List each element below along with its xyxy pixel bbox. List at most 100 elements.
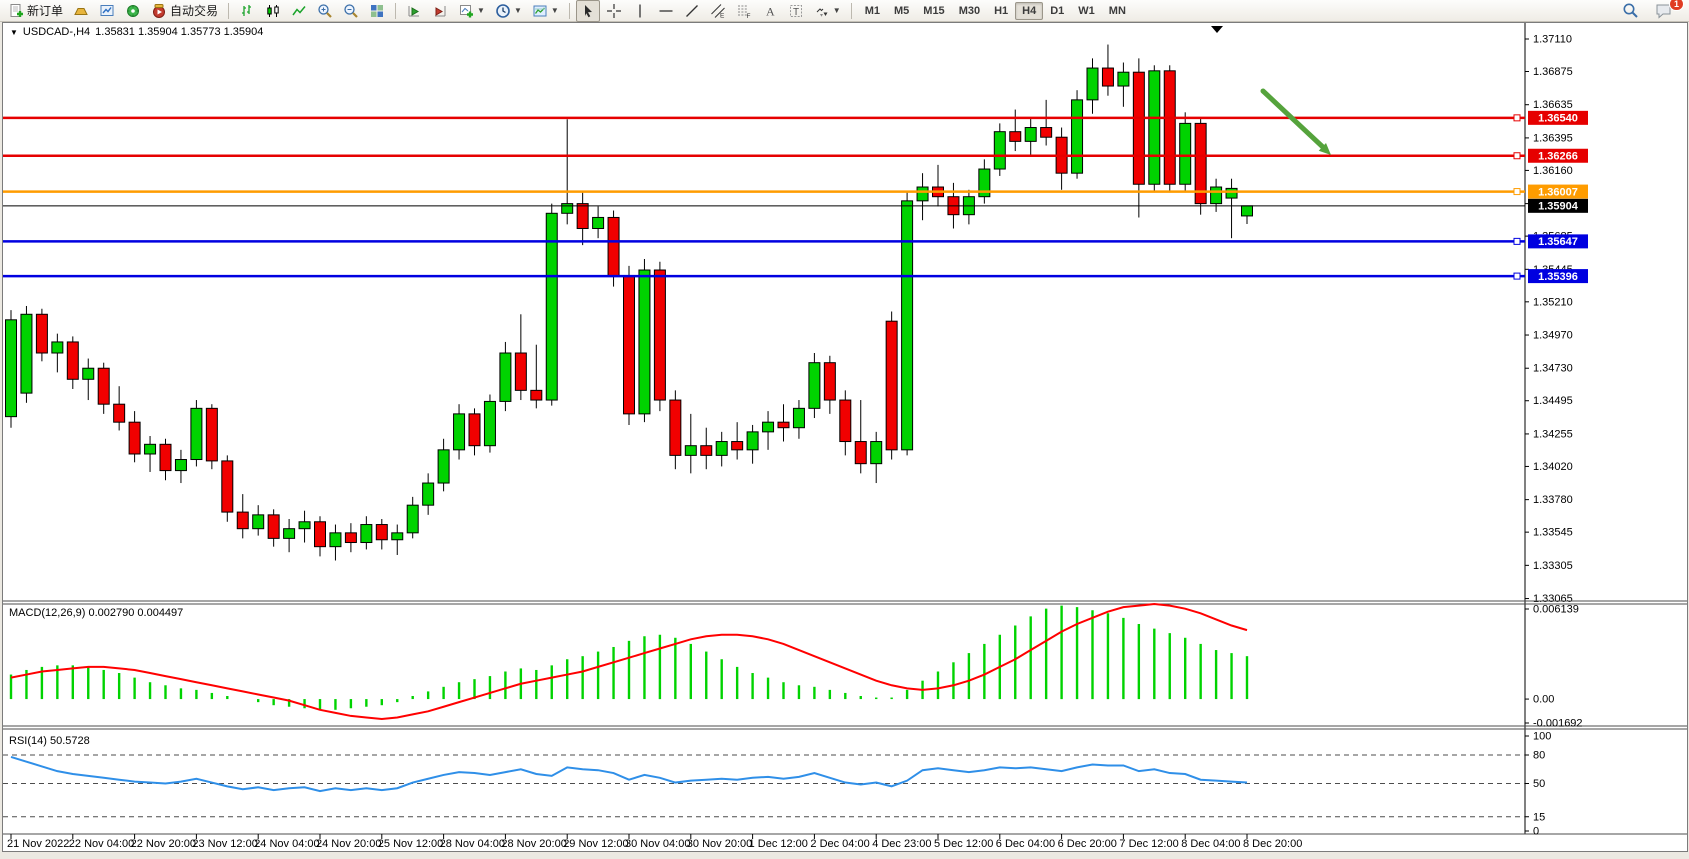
candle-up: [1148, 70, 1161, 185]
line-anchor: [1513, 237, 1521, 245]
rsi-tick-label: 0: [1533, 826, 1539, 838]
candle-up: [870, 441, 883, 465]
vertical-line-tool-button[interactable]: [628, 0, 652, 22]
candlestick-series: [5, 44, 1253, 561]
zoom-in-button[interactable]: [313, 0, 337, 22]
rsi-indicator-label: RSI(14) 50.5728: [9, 735, 90, 747]
bar-chart-button[interactable]: [235, 0, 259, 22]
candle-down: [35, 313, 48, 354]
rsi-tick-label: 50: [1533, 778, 1545, 790]
date-tick-label: 28 Nov 20:00: [501, 838, 566, 850]
timeframe-MN[interactable]: MN: [1108, 4, 1126, 17]
candle-up: [1024, 127, 1037, 142]
svg-text:F: F: [746, 13, 750, 19]
template-dropdown[interactable]: ▼: [528, 0, 563, 22]
chart-window-button[interactable]: [95, 0, 119, 22]
date-tick-label: 30 Nov 20:00: [687, 838, 752, 850]
candle-up: [901, 200, 914, 451]
price-tick-label: 1.34020: [1533, 461, 1573, 473]
chart-title: ▼ USDCAD-,H4 1.35831 1.35904 1.35773 1.3…: [10, 26, 263, 38]
date-tick-label: 7 Dec 12:00: [1119, 838, 1178, 850]
timeframe-M15[interactable]: M15: [923, 4, 945, 17]
cursor-tool-button[interactable]: [575, 0, 600, 22]
notifications-button[interactable]: 1: [1651, 0, 1684, 22]
timeframe-W1[interactable]: W1: [1078, 4, 1095, 17]
collapse-triangle-icon[interactable]: ▼: [10, 27, 18, 37]
price-tick-label: 1.33780: [1533, 494, 1573, 506]
candle-down: [159, 443, 172, 472]
signals-button[interactable]: [121, 0, 145, 22]
candle-down: [236, 511, 249, 530]
trend-arrow-annotation[interactable]: [1260, 88, 1331, 155]
arrows-dropdown[interactable]: ▼: [810, 0, 845, 22]
candle-down: [128, 421, 141, 455]
crosshair-tool-button[interactable]: [602, 0, 626, 22]
date-tick-label: 1 Dec 12:00: [749, 838, 808, 850]
ohlc-readout: 1.35831 1.35904 1.35773 1.35904: [95, 26, 264, 38]
line-price-badge: [1528, 110, 1588, 125]
new-order-button[interactable]: 新订单: [4, 0, 67, 22]
gold-button[interactable]: [69, 0, 93, 22]
chevron-down-icon: ▼: [513, 5, 522, 15]
timeframe-H1[interactable]: H1: [994, 4, 1009, 17]
timeframe-M30[interactable]: M30: [958, 4, 981, 17]
candle-up: [1179, 122, 1192, 185]
candle-down: [113, 403, 126, 423]
date-tick-label: 30 Nov 04:00: [625, 838, 690, 850]
date-tick-label: 23 Nov 12:00: [192, 838, 257, 850]
horizontal-line-tool-button[interactable]: [654, 0, 678, 22]
svg-text:T: T: [793, 7, 799, 18]
candle-up: [391, 532, 404, 541]
line-price-badge: [1528, 148, 1588, 163]
candle-up: [483, 400, 496, 447]
candle-up: [252, 514, 265, 530]
channel-tool-button[interactable]: E: [706, 0, 730, 22]
candle-down: [777, 421, 790, 429]
candle-down: [839, 399, 852, 443]
chart-shift-button[interactable]: [428, 0, 452, 22]
date-tick-label: 6 Dec 04:00: [996, 838, 1055, 850]
autotrading-button[interactable]: 自动交易: [147, 0, 222, 22]
search-button[interactable]: [1618, 0, 1643, 22]
badge-price-text: 1.36007: [1538, 186, 1578, 198]
date-tick-label: 29 Nov 12:00: [563, 838, 628, 850]
chart-shift-marker[interactable]: [1211, 26, 1223, 33]
price-tick-label: 1.35210: [1533, 296, 1573, 308]
date-tick-label: 22 Nov 20:00: [131, 838, 196, 850]
line-price-badge: [1528, 184, 1588, 199]
timeframe-M5[interactable]: M5: [894, 4, 910, 17]
timeframe-D1[interactable]: D1: [1050, 4, 1065, 17]
timeframe-H4[interactable]: H4: [1015, 1, 1044, 20]
horizontal-lines[interactable]: [3, 114, 1525, 280]
candle-down: [623, 275, 635, 415]
price-tick-label: 1.33305: [1533, 560, 1573, 572]
line-chart-button[interactable]: [287, 0, 311, 22]
macd-tick-label: 0.006139: [1533, 604, 1579, 616]
period-dropdown[interactable]: ▼: [491, 0, 526, 22]
text-tool-button[interactable]: A: [758, 0, 782, 22]
zoom-out-button[interactable]: [339, 0, 363, 22]
auto-scroll-button[interactable]: [402, 0, 426, 22]
chart-canvas[interactable]: 1.37110 1.36875 1.36635 1.36395 1.36160 1.359…: [3, 23, 1687, 851]
candlestick-chart-button[interactable]: [261, 0, 285, 22]
candle-down: [375, 524, 388, 541]
chart-window-icon: [99, 3, 115, 19]
candle-up: [1225, 187, 1238, 199]
gold-ingot-icon: [73, 3, 89, 19]
date-tick-label: 6 Dec 20:00: [1058, 838, 1117, 850]
date-tick-label: 28 Nov 04:00: [440, 838, 505, 850]
text-label-tool-button[interactable]: T: [784, 0, 808, 22]
trendline-tool-button[interactable]: [680, 0, 704, 22]
candle-down: [700, 445, 713, 456]
badge-price-text: 1.35396: [1538, 271, 1578, 283]
price-tick-label: 1.33545: [1533, 527, 1573, 539]
fibonacci-icon: F: [736, 3, 752, 19]
price-axis: 1.371101.368751.366351.363951.361601.359…: [1524, 23, 1573, 834]
tile-windows-button[interactable]: [365, 0, 389, 22]
date-tick-label: 24 Nov 20:00: [316, 838, 381, 850]
timeframe-toolbar: M1 M5 M15 M30 H1 H4 D1 W1 MN: [858, 1, 1133, 20]
candle-down: [221, 460, 234, 513]
fibonacci-tool-button[interactable]: F: [732, 0, 756, 22]
timeframe-M1[interactable]: M1: [864, 4, 880, 17]
new-chart-dropdown[interactable]: ▼: [454, 0, 489, 22]
